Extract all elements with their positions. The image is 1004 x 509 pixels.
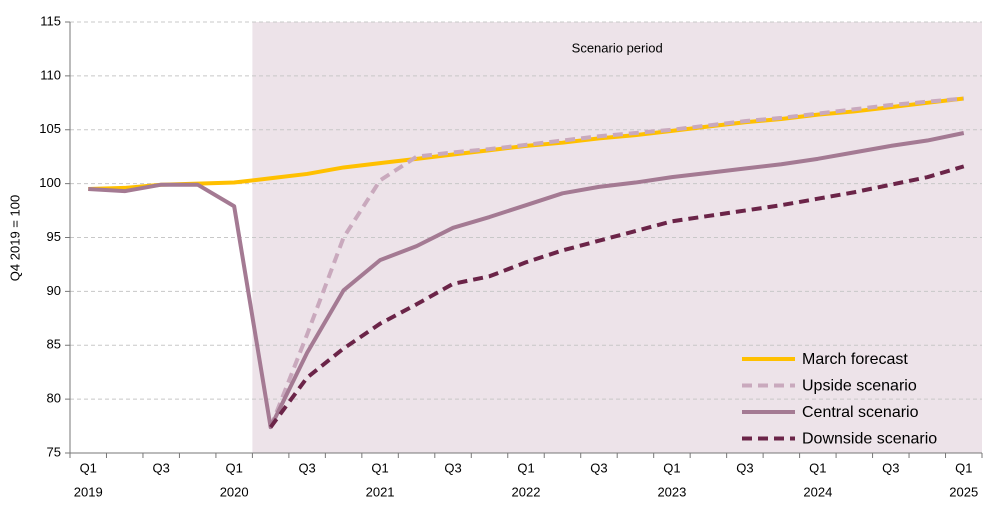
x-tick-label: Q3	[444, 460, 461, 475]
y-tick-label: 90	[47, 283, 61, 298]
y-tick-label: 105	[39, 121, 61, 136]
x-tick-label: Q1	[517, 460, 534, 475]
x-tick-label: Q1	[371, 460, 388, 475]
x-year-label: 2022	[512, 484, 541, 499]
series-line	[269, 164, 965, 429]
y-axis-label: Q4 2019 = 100	[7, 195, 22, 281]
series-line	[88, 131, 965, 430]
y-tick-label: 85	[47, 337, 61, 352]
legend-label: Downside scenario	[802, 431, 937, 448]
y-tick-label: 80	[47, 391, 61, 406]
x-tick-label: Q1	[663, 460, 680, 475]
x-tick-label: Q3	[882, 460, 899, 475]
x-year-label: 2023	[657, 484, 686, 499]
legend-label: March forecast	[802, 351, 908, 368]
x-year-label: 2020	[220, 484, 249, 499]
y-tick-label: 110	[40, 67, 61, 82]
x-tick-label: Q3	[153, 460, 170, 475]
x-year-label: 2024	[803, 484, 832, 499]
x-tick-label: Q3	[590, 460, 607, 475]
x-year-label: 2025	[949, 484, 978, 499]
y-tick-label: 115	[40, 13, 61, 28]
scenario-label: Scenario period	[572, 40, 663, 55]
x-tick-label: Q1	[225, 460, 242, 475]
y-tick-label: 95	[47, 229, 61, 244]
y-tick-label: 100	[39, 175, 61, 190]
x-tick-label: Q3	[736, 460, 753, 475]
x-year-label: 2021	[366, 484, 395, 499]
y-tick-label: 75	[47, 444, 61, 459]
series-line	[268, 96, 964, 428]
legend-label: Upside scenario	[802, 378, 917, 395]
legend-label: Central scenario	[802, 404, 919, 421]
x-tick-label: Q3	[298, 460, 315, 475]
x-tick-label: Q1	[80, 460, 97, 475]
x-tick-label: Q1	[809, 460, 826, 475]
x-year-label: 2019	[74, 484, 103, 499]
x-tick-label: Q1	[955, 460, 972, 475]
